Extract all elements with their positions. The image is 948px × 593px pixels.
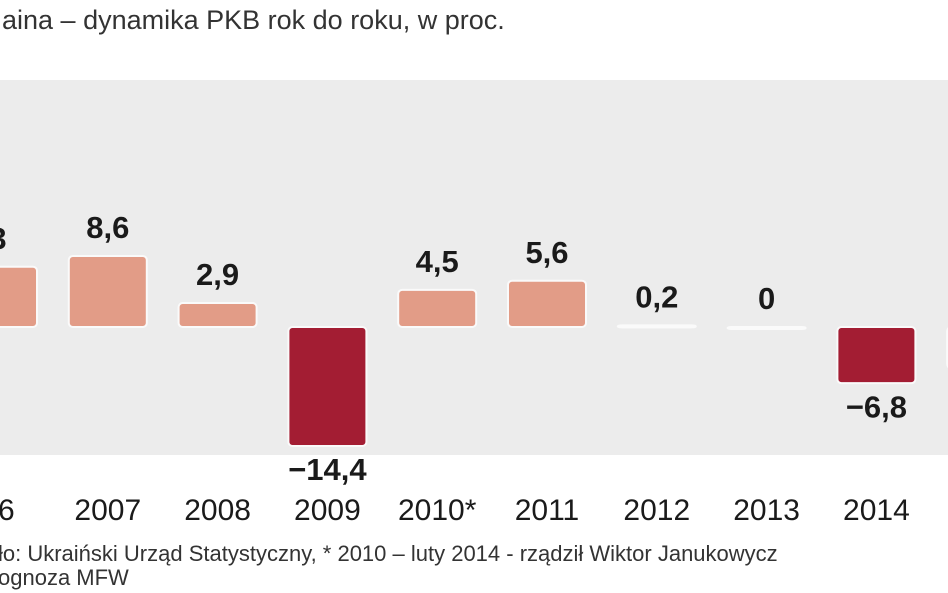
x-tick-label: 2007 xyxy=(74,494,141,527)
source: ło: Ukraiński Urząd Statystyczny, * 2010… xyxy=(0,541,778,566)
bar xyxy=(616,324,697,329)
x-tick-label: 2011 xyxy=(515,494,580,527)
x-tick-label: 2008 xyxy=(184,494,251,527)
x-tick-label: 2012 xyxy=(623,494,690,527)
value-label: 0 xyxy=(758,281,775,316)
value-label: 0,2 xyxy=(635,280,678,315)
bar xyxy=(507,279,587,328)
plot-background xyxy=(0,80,948,455)
value-label: 2,9 xyxy=(196,257,239,292)
bar xyxy=(726,326,807,330)
value-label: −6,8 xyxy=(846,389,907,424)
bar xyxy=(836,326,917,385)
value-label: −14,4 xyxy=(288,452,367,487)
bar xyxy=(287,326,368,447)
value-label: 8,6 xyxy=(86,210,129,245)
source: ognoza MFW xyxy=(0,565,129,590)
value-label: 4,5 xyxy=(416,244,459,279)
x-tick-label: 06 xyxy=(0,494,15,527)
x-tick-label: 2009 xyxy=(294,494,361,527)
bar xyxy=(397,288,478,328)
x-tick-label: 2010* xyxy=(398,494,477,527)
x-tick-label: 2013 xyxy=(733,494,800,527)
x-tick-label: 2014 xyxy=(843,494,910,527)
bar xyxy=(177,302,258,328)
bar xyxy=(0,265,38,328)
chart-title: aina – dynamika PKB rok do roku, w proc. xyxy=(2,5,505,35)
value-label: 5,6 xyxy=(525,235,568,270)
bar xyxy=(67,254,148,329)
value-label: 3 xyxy=(0,221,7,256)
